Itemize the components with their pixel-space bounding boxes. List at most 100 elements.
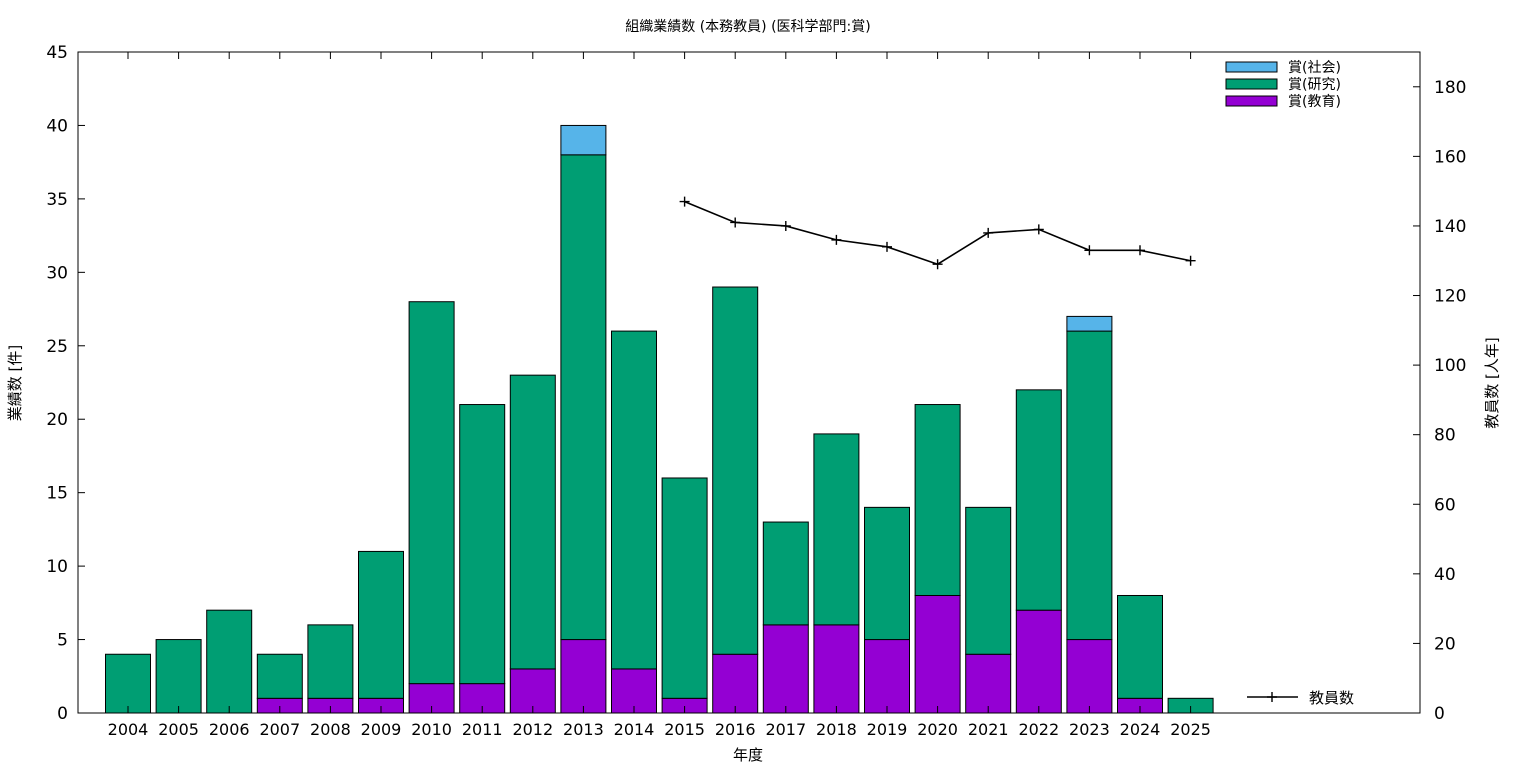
- x-tick-label: 2012: [512, 720, 553, 739]
- bar-segment-1: [358, 550, 404, 699]
- chart-title: 組織業績数 (本務教員) (医科学部門:賞): [625, 19, 870, 35]
- teacher-count-line: [684, 200, 1191, 266]
- legend-swatch: [1225, 78, 1278, 90]
- y-tick-label: 5: [57, 631, 68, 651]
- y-tick-label: 35: [46, 190, 68, 210]
- y2-tick-label: 120: [1434, 287, 1466, 307]
- teacher-count-point: [983, 227, 994, 238]
- x-tick-label: 2015: [664, 720, 705, 739]
- bar-segment-1: [762, 521, 809, 626]
- x-tick-label: 2021: [968, 720, 1009, 739]
- x-tick-label: 2018: [816, 720, 857, 739]
- bar-segment-1: [864, 506, 910, 641]
- x-tick-label: 2004: [108, 720, 149, 739]
- teacher-count-point: [1185, 255, 1196, 266]
- bar-segment-1: [661, 477, 708, 699]
- x-tick-label: 2008: [310, 720, 351, 739]
- x-tick-label: 2011: [462, 720, 503, 739]
- y-tick-label: 45: [46, 43, 68, 63]
- y2-tick-label: 20: [1434, 634, 1456, 654]
- x-tick-label: 2010: [411, 720, 452, 739]
- y-tick-label: 30: [46, 263, 68, 283]
- bar-segment-0: [712, 653, 759, 714]
- bar-segment-0: [560, 639, 607, 714]
- x-tick-label: 2014: [614, 720, 655, 739]
- bar-segment-1: [1066, 330, 1113, 641]
- teacher-count-point: [1033, 224, 1044, 235]
- y-tick-label: 40: [46, 116, 68, 136]
- y-tick-label: 25: [46, 337, 68, 357]
- x-tick-label: 2022: [1018, 720, 1059, 739]
- y-tick-label: 0: [57, 704, 68, 724]
- bar-segment-1: [813, 433, 860, 626]
- y-tick-label: 10: [46, 557, 68, 577]
- bar-segment-1: [105, 653, 151, 714]
- legend-label: 賞(教育): [1288, 94, 1341, 110]
- y2-tick-label: 100: [1434, 356, 1466, 376]
- bar-segment-0: [864, 639, 910, 714]
- x-tick-label: 2025: [1170, 720, 1211, 739]
- bar-segment-0: [1015, 609, 1062, 714]
- bar-segment-1: [155, 639, 202, 714]
- teacher-count-point: [730, 217, 741, 228]
- y2-tick-label: 160: [1434, 147, 1466, 167]
- bar-segment-0: [813, 624, 860, 714]
- x-tick-label: 2019: [867, 720, 908, 739]
- legend-swatch: [1225, 95, 1278, 107]
- teacher-count-point: [882, 241, 892, 252]
- bar-segment-1: [712, 286, 759, 655]
- x-tick-label: 2020: [917, 720, 958, 739]
- y2-tick-label: 60: [1434, 495, 1456, 515]
- x-tick-label: 2009: [361, 720, 402, 739]
- bar-segment-1: [560, 154, 607, 641]
- plot-frame: [77, 51, 1421, 714]
- y2-tick-label: 180: [1434, 78, 1466, 98]
- x-tick-label: 2016: [715, 720, 756, 739]
- bar-segment-0: [762, 624, 809, 714]
- teacher-count-point: [831, 234, 842, 245]
- bar-segment-1: [256, 653, 303, 699]
- teacher-count-point: [932, 259, 943, 270]
- y2-tick-label: 40: [1434, 565, 1456, 585]
- teacher-count-point: [1084, 245, 1095, 256]
- bar-segment-1: [206, 609, 253, 714]
- teacher-count-point: [780, 220, 791, 231]
- bar-segment-2: [560, 124, 607, 156]
- bar-segment-1: [1117, 594, 1163, 699]
- y2-tick-label: 80: [1434, 426, 1456, 446]
- y-axis-label: 業績数 [件]: [6, 345, 24, 421]
- x-axis-label: 年度: [733, 746, 763, 764]
- legend-line-label: 教員数: [1309, 689, 1354, 707]
- y2-tick-label: 140: [1434, 217, 1466, 237]
- legend-line-marker: [1267, 692, 1277, 702]
- bar-segment-1: [509, 374, 556, 670]
- x-tick-label: 2007: [259, 720, 300, 739]
- x-tick-label: 2017: [765, 720, 806, 739]
- y-tick-label: 20: [46, 410, 68, 430]
- legend-label: 賞(社会): [1288, 60, 1341, 76]
- x-tick-label: 2006: [209, 720, 250, 739]
- bar-segment-1: [611, 330, 657, 670]
- bar-segment-2: [1066, 315, 1113, 332]
- y2-axis-label: 教員数 [人年]: [1483, 337, 1501, 428]
- bar-segment-0: [914, 594, 961, 714]
- x-tick-label: 2005: [158, 720, 199, 739]
- bar-segment-0: [965, 653, 1012, 714]
- bar-segment-1: [914, 404, 961, 596]
- bar-segment-1: [1015, 389, 1062, 611]
- y2-tick-label: 0: [1434, 704, 1445, 724]
- x-tick-label: 2013: [563, 720, 604, 739]
- bar-segment-0: [1066, 639, 1113, 714]
- teacher-count-point: [679, 196, 690, 207]
- bar-segment-1: [459, 404, 506, 685]
- teacher-count-point: [1135, 245, 1145, 256]
- bar-segment-1: [307, 624, 354, 699]
- bar-segment-1: [408, 301, 455, 685]
- legend-label: 賞(研究): [1288, 77, 1341, 93]
- x-tick-label: 2023: [1069, 720, 1110, 739]
- x-tick-label: 2024: [1120, 720, 1161, 739]
- legend-swatch: [1225, 61, 1278, 73]
- bar-segment-1: [965, 506, 1012, 655]
